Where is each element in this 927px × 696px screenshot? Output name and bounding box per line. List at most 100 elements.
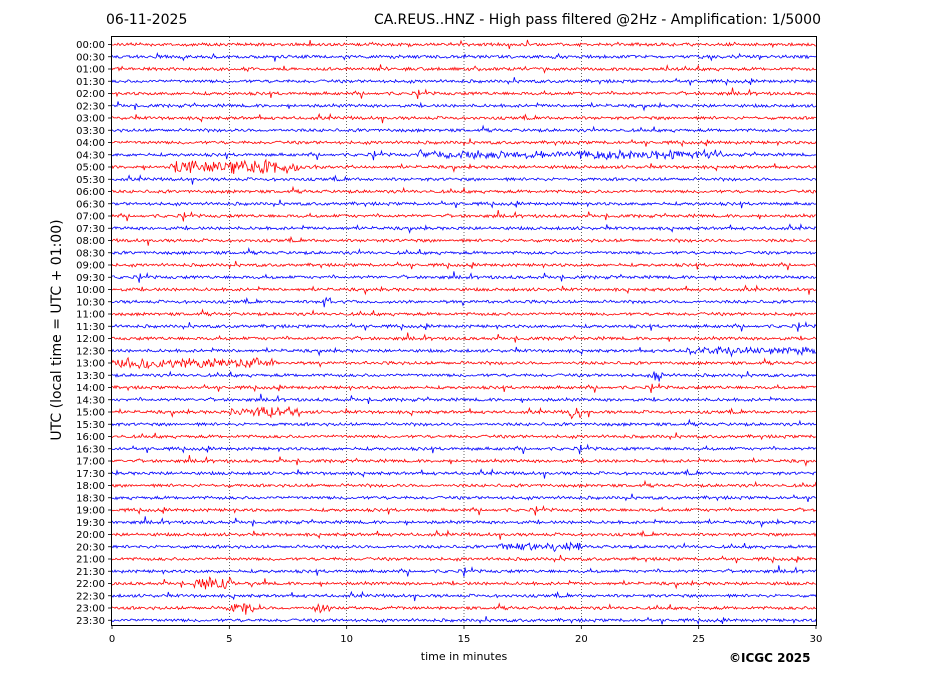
trace-1700 bbox=[111, 455, 817, 467]
trace-2330 bbox=[111, 616, 817, 626]
y-tick-label: 00:30 bbox=[76, 52, 105, 63]
trace-0500 bbox=[111, 158, 817, 175]
y-tick-label: 10:30 bbox=[76, 297, 105, 308]
x-tick-label: 25 bbox=[692, 634, 705, 645]
trace-1600 bbox=[111, 432, 817, 441]
y-tick-label: 23:30 bbox=[76, 616, 105, 627]
x-tick-label: 30 bbox=[810, 634, 823, 645]
y-tick-label: 04:00 bbox=[76, 138, 105, 149]
y-tick-label: 15:30 bbox=[76, 420, 105, 431]
trace-2230 bbox=[111, 590, 817, 602]
y-tick-label: 05:30 bbox=[76, 175, 105, 186]
trace-0300 bbox=[111, 112, 817, 124]
y-tick-label: 02:30 bbox=[76, 101, 105, 112]
y-tick-label: 01:00 bbox=[76, 65, 105, 76]
copyright-label: ©ICGC 2025 bbox=[729, 651, 811, 665]
trace-2000 bbox=[111, 529, 817, 540]
x-axis-label: time in minutes bbox=[420, 650, 508, 663]
x-tick-label: 10 bbox=[340, 634, 353, 645]
y-tick-label: 21:30 bbox=[76, 567, 105, 578]
trace-1430 bbox=[111, 393, 817, 404]
trace-0230 bbox=[111, 101, 817, 112]
y-tick-label: 09:30 bbox=[76, 273, 105, 284]
trace-0430 bbox=[111, 148, 817, 161]
trace-1130 bbox=[111, 321, 817, 332]
trace-1530 bbox=[111, 418, 817, 428]
trace-0200 bbox=[111, 87, 817, 99]
y-tick-label: 13:30 bbox=[76, 371, 105, 382]
y-tick-label: 05:00 bbox=[76, 163, 105, 174]
trace-0800 bbox=[111, 235, 817, 246]
trace-0030 bbox=[111, 52, 817, 62]
y-tick-label: 14:30 bbox=[76, 395, 105, 406]
y-tick-label: 13:00 bbox=[76, 359, 105, 370]
y-tick-label: 18:30 bbox=[76, 493, 105, 504]
trace-1000 bbox=[111, 284, 817, 296]
y-tick-label: 10:00 bbox=[76, 285, 105, 296]
y-tick-label: 12:00 bbox=[76, 334, 105, 345]
x-tick-label: 20 bbox=[575, 634, 588, 645]
trace-1030 bbox=[111, 296, 817, 308]
y-tick-label: 21:00 bbox=[76, 555, 105, 566]
trace-1230 bbox=[111, 345, 817, 358]
trace-1930 bbox=[111, 516, 817, 529]
y-tick-label: 07:30 bbox=[76, 224, 105, 235]
y-tick-label: 08:30 bbox=[76, 248, 105, 259]
trace-0900 bbox=[111, 260, 817, 271]
trace-1800 bbox=[111, 479, 817, 489]
trace-0930 bbox=[111, 271, 817, 283]
y-tick-label: 02:00 bbox=[76, 89, 105, 100]
y-tick-label: 09:00 bbox=[76, 261, 105, 272]
trace-0530 bbox=[111, 174, 817, 185]
y-tick-label: 16:00 bbox=[76, 432, 105, 443]
date-label: 06-11-2025 bbox=[106, 12, 188, 28]
trace-1900 bbox=[111, 504, 817, 516]
y-tick-label: 23:00 bbox=[76, 604, 105, 615]
y-tick-label: 14:00 bbox=[76, 383, 105, 394]
plot-frame bbox=[111, 36, 817, 626]
x-tick-label: 15 bbox=[458, 634, 471, 645]
y-tick-label: 00:00 bbox=[76, 40, 105, 51]
trace-1630 bbox=[111, 443, 817, 455]
x-tick-label: 0 bbox=[109, 634, 115, 645]
trace-0600 bbox=[111, 185, 817, 195]
y-tick-label: 03:30 bbox=[76, 126, 105, 137]
trace-1730 bbox=[111, 468, 817, 479]
trace-1300 bbox=[111, 356, 817, 370]
x-axis-ticks: 0 5 10 15 20 25 30 bbox=[109, 625, 823, 645]
y-tick-label: 11:00 bbox=[76, 310, 105, 321]
y-tick-label: 06:30 bbox=[76, 199, 105, 210]
trace-0100 bbox=[111, 64, 817, 74]
trace-1400 bbox=[111, 382, 817, 393]
y-tick-label: 16:30 bbox=[76, 444, 105, 455]
y-tick-label: 07:00 bbox=[76, 212, 105, 223]
y-tick-label: 22:00 bbox=[76, 579, 105, 590]
y-tick-label: 18:00 bbox=[76, 481, 105, 492]
x-tick-label: 5 bbox=[226, 634, 232, 645]
trace-1830 bbox=[111, 493, 817, 503]
trace-2130 bbox=[111, 565, 817, 577]
seismic-traces bbox=[111, 39, 817, 626]
y-tick-label: 17:30 bbox=[76, 469, 105, 480]
trace-2030 bbox=[111, 541, 817, 553]
trace-2300 bbox=[111, 602, 817, 615]
y-tick-label: 08:00 bbox=[76, 236, 105, 247]
y-tick-label: 20:00 bbox=[76, 530, 105, 541]
trace-2100 bbox=[111, 554, 817, 564]
y-tick-label: 15:00 bbox=[76, 408, 105, 419]
trace-2200 bbox=[111, 576, 817, 590]
y-tick-label: 20:30 bbox=[76, 542, 105, 553]
y-tick-label: 17:00 bbox=[76, 457, 105, 468]
trace-0830 bbox=[112, 246, 817, 256]
y-tick-label: 19:00 bbox=[76, 506, 105, 517]
trace-0700 bbox=[111, 210, 817, 222]
trace-1500 bbox=[111, 406, 817, 420]
y-tick-label: 12:30 bbox=[76, 346, 105, 357]
chart-title: CA.REUS..HNZ - High pass filtered @2Hz -… bbox=[374, 12, 821, 28]
trace-0730 bbox=[111, 223, 817, 235]
y-tick-label: 01:30 bbox=[76, 77, 105, 88]
trace-0330 bbox=[111, 124, 817, 134]
y-tick-label: 03:00 bbox=[76, 114, 105, 125]
